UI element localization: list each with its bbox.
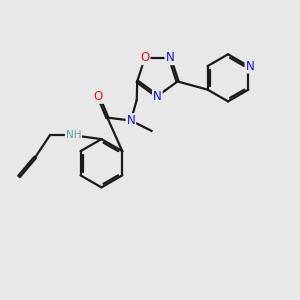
Text: NH: NH: [66, 130, 81, 140]
Text: N: N: [165, 51, 174, 64]
Text: N: N: [245, 60, 254, 73]
Text: O: O: [140, 51, 149, 64]
Text: N: N: [127, 114, 135, 127]
Text: O: O: [94, 90, 103, 103]
Text: N: N: [153, 90, 162, 103]
